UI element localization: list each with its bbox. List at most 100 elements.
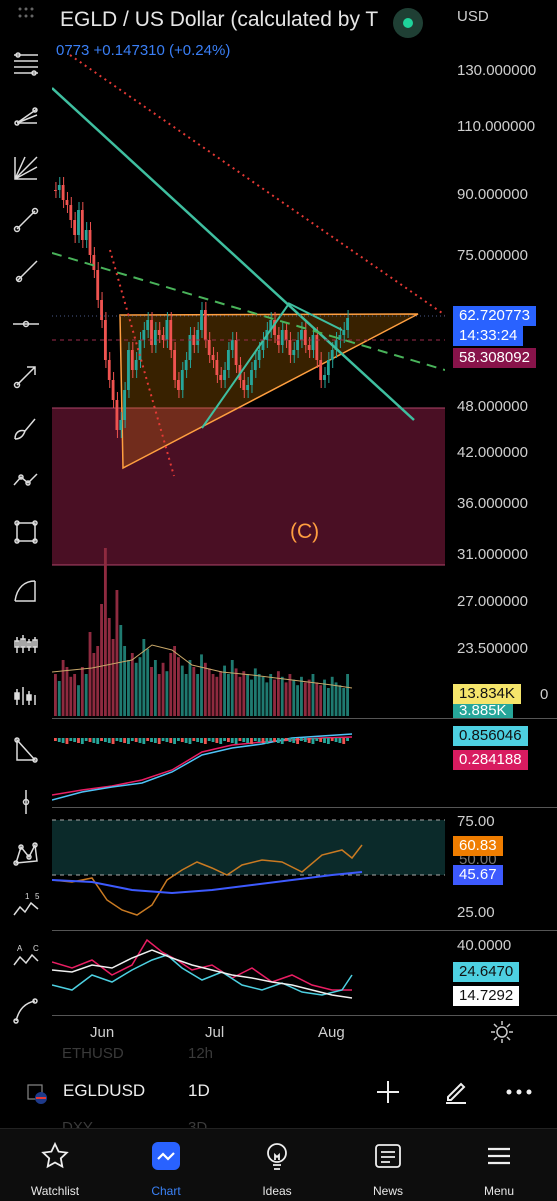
macd-histogram-bar: [169, 738, 173, 743]
volume-bar: [323, 679, 326, 716]
market-status-icon[interactable]: [393, 8, 423, 38]
nav-label: Watchlist: [30, 1184, 80, 1198]
rectangle-icon[interactable]: [6, 512, 46, 552]
add-icon[interactable]: [375, 1079, 401, 1105]
volume-bar: [92, 653, 96, 716]
candle-body: [311, 335, 315, 350]
chart-pane[interactable]: (C): [51, 0, 446, 1015]
magnet-icon[interactable]: [6, 782, 46, 822]
more-options-icon[interactable]: [506, 1087, 532, 1097]
downtrend-line: [51, 87, 415, 421]
candle-body: [173, 350, 177, 380]
candle-body: [61, 185, 65, 200]
symbol-title[interactable]: EGLD / US Dollar (calculated by T: [60, 8, 379, 31]
macd-histogram-bar: [107, 738, 111, 743]
currency-label[interactable]: USD: [457, 8, 489, 25]
pane-separator[interactable]: [52, 930, 557, 931]
macd-histogram-bar: [338, 738, 342, 743]
macd-histogram-bar: [273, 738, 276, 742]
news-icon: [375, 1144, 401, 1168]
macd-histogram-bar: [142, 738, 146, 744]
candle-body: [315, 335, 319, 360]
volume-bar: [54, 674, 57, 716]
candle-body: [73, 220, 77, 235]
cycle-lines-icon[interactable]: [6, 990, 46, 1030]
candle-body: [153, 330, 157, 345]
macd-histogram-bar: [88, 738, 92, 742]
long-position-icon[interactable]: [6, 624, 46, 664]
pane-separator[interactable]: [52, 718, 557, 719]
volume-bar: [326, 688, 330, 716]
candle-body: [219, 375, 223, 380]
candle-body: [323, 375, 326, 380]
candle-body: [330, 350, 334, 360]
volume-bar: [253, 668, 257, 716]
price-tick: 130.000000: [457, 62, 537, 79]
candle-body: [203, 310, 207, 340]
macd-histogram-bar: [200, 738, 203, 743]
macd-histogram-bar: [207, 738, 211, 741]
arrow-icon[interactable]: [6, 356, 46, 396]
nav-watchlist[interactable]: Watchlist: [0, 1129, 110, 1201]
macd-histogram-bar: [334, 738, 338, 742]
volume-bar: [307, 679, 311, 716]
svg-text:1: 1: [25, 892, 30, 901]
candle-body: [138, 340, 142, 360]
xabcd-pattern-icon[interactable]: [6, 834, 46, 874]
volume-bar: [219, 671, 223, 716]
macd-histogram-bar: [57, 738, 61, 742]
brush-icon[interactable]: [6, 408, 46, 448]
candle-body: [338, 335, 342, 340]
price-chart: (C): [51, 54, 446, 999]
chart-icon: [152, 1142, 180, 1170]
interval-selector[interactable]: 1D: [188, 1081, 210, 1100]
candle-body: [230, 340, 234, 350]
price-scale[interactable]: USD 130.000000 110.000000 90.000000 75.0…: [445, 0, 557, 1015]
trend-line-icon[interactable]: [6, 200, 46, 240]
measure-triangle-icon[interactable]: [6, 730, 46, 770]
macd-histogram-bar: [346, 738, 349, 741]
price-tick: 48.000000: [457, 398, 528, 415]
trend-line-short: [201, 304, 289, 429]
candle-body: [207, 340, 211, 355]
macd-histogram-bar: [261, 738, 265, 743]
symbol-name[interactable]: EGLDUSD: [63, 1081, 146, 1100]
macd-histogram-bar: [288, 738, 292, 742]
wave-annotation: (C): [290, 520, 319, 543]
nav-news[interactable]: News: [333, 1129, 443, 1201]
pane-separator[interactable]: [52, 807, 557, 808]
volume-bar: [103, 548, 107, 716]
volume-bar: [134, 662, 138, 716]
volume-bar: [57, 681, 61, 716]
settings-gear-icon[interactable]: [490, 1020, 514, 1044]
rsi-pane: [51, 819, 445, 916]
volume-bar: [246, 674, 250, 716]
nav-menu[interactable]: Menu: [444, 1129, 554, 1201]
candle-body: [342, 330, 346, 335]
drag-handle-icon[interactable]: [6, 2, 46, 26]
volume-tag: 13.834K: [453, 684, 521, 704]
ray-icon[interactable]: [6, 252, 46, 292]
lightbulb-icon: [267, 1143, 287, 1170]
nav-chart[interactable]: Chart: [111, 1129, 221, 1201]
nav-ideas[interactable]: Ideas: [222, 1129, 332, 1201]
pitchfork-icon[interactable]: [6, 96, 46, 136]
path-icon[interactable]: [6, 460, 46, 500]
rsi-hidden-tick: 50.00: [453, 856, 503, 864]
fib-retracement-icon[interactable]: [6, 44, 46, 84]
volume-bar: [146, 648, 150, 716]
x-axis-label: Jun: [90, 1024, 115, 1041]
drawing-pen-icon[interactable]: [442, 1077, 470, 1105]
candle-body: [69, 205, 73, 220]
macd-histogram-bar: [157, 738, 161, 744]
macd-histogram-bar: [146, 738, 150, 741]
horizontal-line-icon[interactable]: [6, 304, 46, 344]
gann-fan-icon[interactable]: [6, 148, 46, 188]
macd-histogram-bar: [103, 738, 107, 742]
volume-bar: [123, 646, 127, 716]
curve-icon[interactable]: [6, 570, 46, 610]
bars-pattern-icon[interactable]: [6, 676, 46, 716]
volume-bar: [127, 660, 130, 716]
